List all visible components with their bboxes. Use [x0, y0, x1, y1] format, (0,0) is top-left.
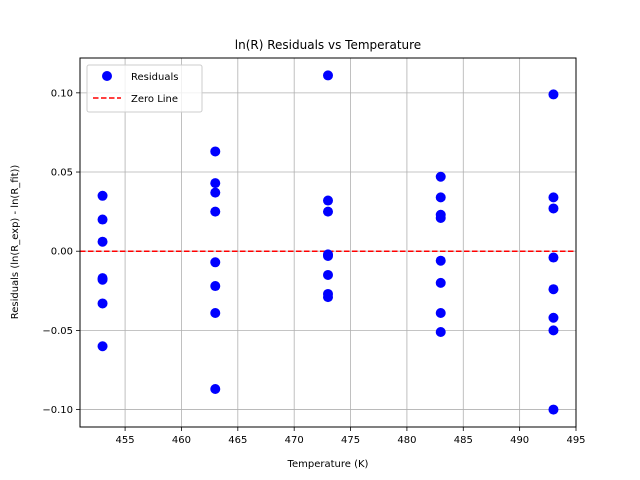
data-points — [97, 70, 559, 415]
y-tick-label: −0.10 — [42, 405, 73, 416]
y-tick-label: −0.05 — [42, 326, 73, 337]
residual-point — [435, 192, 446, 203]
residual-point — [97, 190, 108, 201]
x-tick-label: 485 — [454, 435, 473, 446]
y-tick-label: 0.05 — [51, 168, 73, 179]
residual-point — [435, 255, 446, 266]
x-axis-label: Temperature (K) — [287, 459, 369, 470]
residual-point — [548, 192, 559, 203]
residual-point — [435, 307, 446, 318]
residual-point — [435, 277, 446, 288]
x-tick-label: 475 — [341, 435, 360, 446]
legend-box — [86, 64, 203, 113]
residual-point — [97, 341, 108, 352]
residual-point — [210, 146, 221, 157]
residual-point — [97, 298, 108, 309]
residual-point — [548, 325, 559, 336]
x-tick-label: 460 — [172, 435, 191, 446]
residual-point — [435, 326, 446, 337]
chart-title: ln(R) Residuals vs Temperature — [235, 38, 421, 52]
x-axis-ticks: 455 460 465 470 475 480 485 490 495 — [116, 427, 586, 446]
residual-point — [323, 70, 333, 81]
residual-point — [548, 203, 559, 214]
residual-point — [548, 312, 559, 323]
y-tick-label: 0.10 — [51, 88, 73, 99]
residual-point — [97, 274, 108, 285]
y-axis-ticks: −0.10 −0.05 0.00 0.05 0.10 — [42, 88, 80, 416]
residual-point — [323, 269, 333, 280]
residual-point — [548, 284, 559, 295]
legend: Residuals Zero Line — [86, 64, 203, 113]
residual-point — [435, 212, 446, 223]
residual-point — [323, 250, 333, 261]
x-tick-label: 455 — [116, 435, 135, 446]
residual-point — [548, 404, 559, 415]
x-tick-label: 465 — [228, 435, 247, 446]
residual-point — [435, 171, 446, 182]
legend-label-residuals: Residuals — [131, 72, 178, 83]
y-tick-label: 0.00 — [51, 247, 73, 258]
residual-point — [210, 206, 221, 217]
residual-point — [548, 89, 559, 100]
residual-point — [548, 252, 559, 263]
x-tick-label: 480 — [397, 435, 416, 446]
plot-area-frame — [79, 57, 577, 428]
residual-point — [210, 178, 221, 189]
x-tick-label: 495 — [566, 435, 585, 446]
residual-point — [210, 187, 221, 198]
residual-point — [97, 214, 108, 225]
y-axis-label: Residuals (ln(R_exp) - ln(R_fit)) — [10, 165, 21, 320]
residual-point — [210, 383, 221, 394]
legend-marker-residuals — [102, 71, 112, 81]
x-tick-label: 490 — [510, 435, 529, 446]
residual-point — [323, 195, 333, 206]
residual-point — [323, 292, 333, 303]
x-tick-label: 470 — [285, 435, 304, 446]
residual-point — [210, 281, 221, 292]
legend-label-zero-line: Zero Line — [131, 94, 178, 105]
residual-point — [210, 307, 221, 318]
residual-point — [210, 257, 221, 268]
residual-point — [323, 206, 333, 217]
residual-point — [97, 236, 108, 247]
